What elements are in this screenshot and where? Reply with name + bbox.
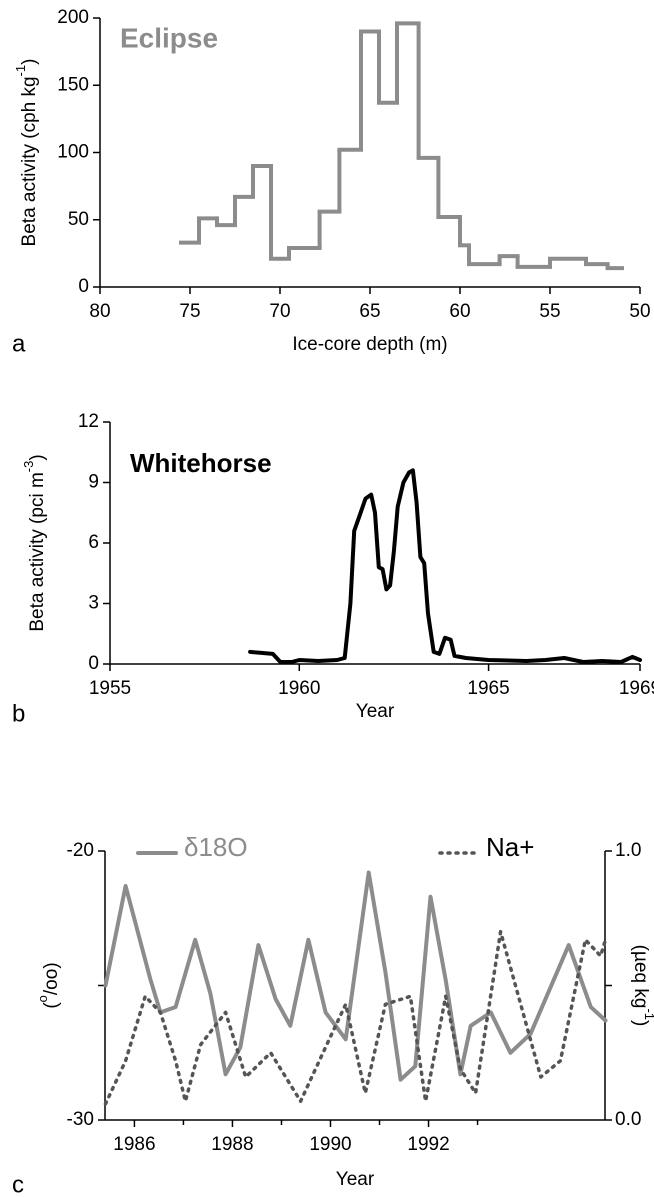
y-tick-label: 12	[78, 411, 99, 432]
x-tick-label: 65	[359, 301, 380, 322]
y-tick-label: 0	[88, 653, 99, 674]
y-tick-label: 50	[68, 209, 89, 230]
x-tick-label: 1986	[113, 1134, 155, 1155]
panel-label: c	[12, 1171, 24, 1197]
y-tick-label: 9	[88, 472, 99, 493]
y-axis-label: Beta activity (pci m-3)	[21, 454, 48, 631]
y2-axis-label-end: )	[630, 1020, 651, 1026]
y-tick-label: -30	[67, 1109, 94, 1130]
y-tick-label: 100	[57, 142, 89, 163]
y-axis-label: Beta activity (cph kg-1)	[13, 59, 40, 247]
y-tick-label: 3	[88, 593, 99, 614]
y-axis-label-text: Beta activity (pci m	[27, 472, 48, 631]
y-tick-label: 150	[57, 74, 89, 95]
x-tick-label: 80	[89, 301, 110, 322]
x-axis-label: Ice-core depth (m)	[292, 334, 447, 355]
series-line	[103, 929, 608, 1106]
y2-axis-label: (µeq kg-1)	[630, 945, 654, 1027]
y-axis-label-sup: -1	[13, 65, 28, 77]
legend-label: Na+	[486, 832, 534, 862]
panel-label: a	[12, 330, 26, 357]
x-tick-label: 50	[629, 301, 650, 322]
x-tick-label: 1988	[211, 1134, 253, 1155]
panel-label: b	[12, 700, 25, 727]
x-tick-label: 1960	[278, 678, 320, 699]
x-tick-label: 75	[179, 301, 200, 322]
y2-axis-label-sup: -1	[642, 1008, 654, 1020]
y-tick-label: 0	[78, 276, 89, 297]
y2-tick-label: 1.0	[615, 840, 641, 861]
y-axis-label-text: (	[41, 1002, 62, 1009]
y-tick-label: 200	[57, 7, 89, 28]
chart-title: Eclipse	[120, 22, 218, 53]
x-tick-label: 1965	[467, 678, 509, 699]
y-axis-label: (o/oo)	[35, 962, 62, 1008]
series-line	[248, 468, 642, 664]
x-tick-label: 60	[449, 301, 470, 322]
y-axis-label-sup: -3	[21, 461, 36, 473]
y2-axis-label-text: (µeq kg	[630, 945, 651, 1009]
x-tick-label: 55	[539, 301, 560, 322]
series-line	[103, 870, 608, 1082]
legend-label: δ18O	[184, 832, 248, 862]
y-axis-label-text: Beta activity (cph kg	[19, 76, 40, 246]
y-axis-label-end: )	[19, 59, 40, 65]
x-tick-label: 1955	[89, 678, 131, 699]
y-axis-label-end: )	[27, 454, 48, 460]
x-tick-label: 70	[269, 301, 290, 322]
x-tick-label: 1969	[619, 678, 654, 699]
y-axis-label-sup: o	[35, 995, 50, 1002]
y2-tick-label: 0.0	[615, 1109, 641, 1130]
y-axis-label-end: /oo)	[41, 962, 62, 995]
x-axis-label: Year	[336, 1169, 375, 1190]
x-axis-label: Year	[356, 701, 395, 722]
chart-title: Whitehorse	[130, 448, 272, 478]
y-tick-label: 6	[88, 532, 99, 553]
x-tick-label: 1992	[407, 1134, 449, 1155]
y-tick-label: -20	[67, 840, 94, 861]
x-tick-label: 1990	[309, 1134, 351, 1155]
